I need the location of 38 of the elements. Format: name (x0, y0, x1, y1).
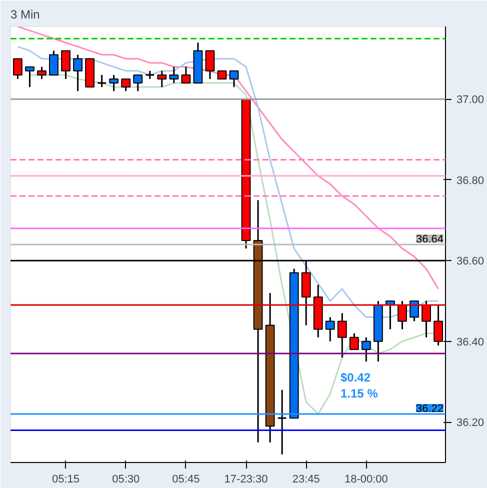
candlestick (361, 336, 371, 362)
candlestick (349, 332, 359, 350)
y-tick-label: 36.20 (456, 417, 484, 430)
annotation: $0.42 (340, 370, 371, 384)
candlestick (337, 312, 347, 358)
candlestick (410, 300, 419, 322)
y-tick-label: 36.40 (456, 336, 484, 348)
candlestick (169, 66, 179, 84)
candlestick (25, 66, 34, 88)
y-tick-label: 36.60 (456, 256, 484, 268)
annotation: 1.15 % (340, 386, 378, 400)
candlestick (109, 74, 119, 92)
candlestick (157, 70, 167, 88)
candlestick (96, 74, 107, 88)
candlestick (133, 74, 143, 92)
x-tick-label: 18-00:00 (344, 474, 388, 486)
candlestick (325, 316, 335, 342)
candlestick (73, 54, 82, 92)
chart-title: 3 Min (10, 8, 40, 22)
x-tick-label: 05:45 (172, 474, 200, 486)
candlestick (229, 70, 239, 88)
x-tick-label: 05:30 (112, 474, 140, 486)
x-tick-label: 05:15 (52, 474, 80, 486)
candlestick (61, 50, 70, 80)
candlestick (49, 50, 58, 76)
candlestick (422, 300, 431, 338)
candlestick (398, 300, 407, 330)
y-tick-label: 37.00 (456, 94, 484, 106)
ref-line-label: 36.64 (416, 234, 444, 246)
candlestick (277, 389, 288, 456)
x-tick-label: 17-23:30 (224, 474, 268, 486)
candlestick (205, 50, 215, 80)
y-tick-label: 36.80 (456, 174, 484, 187)
candlestick (181, 66, 191, 84)
candlestick (13, 58, 22, 80)
x-tick-label: 23:45 (292, 474, 320, 486)
candlestick (121, 78, 131, 92)
candlestick (37, 66, 46, 80)
